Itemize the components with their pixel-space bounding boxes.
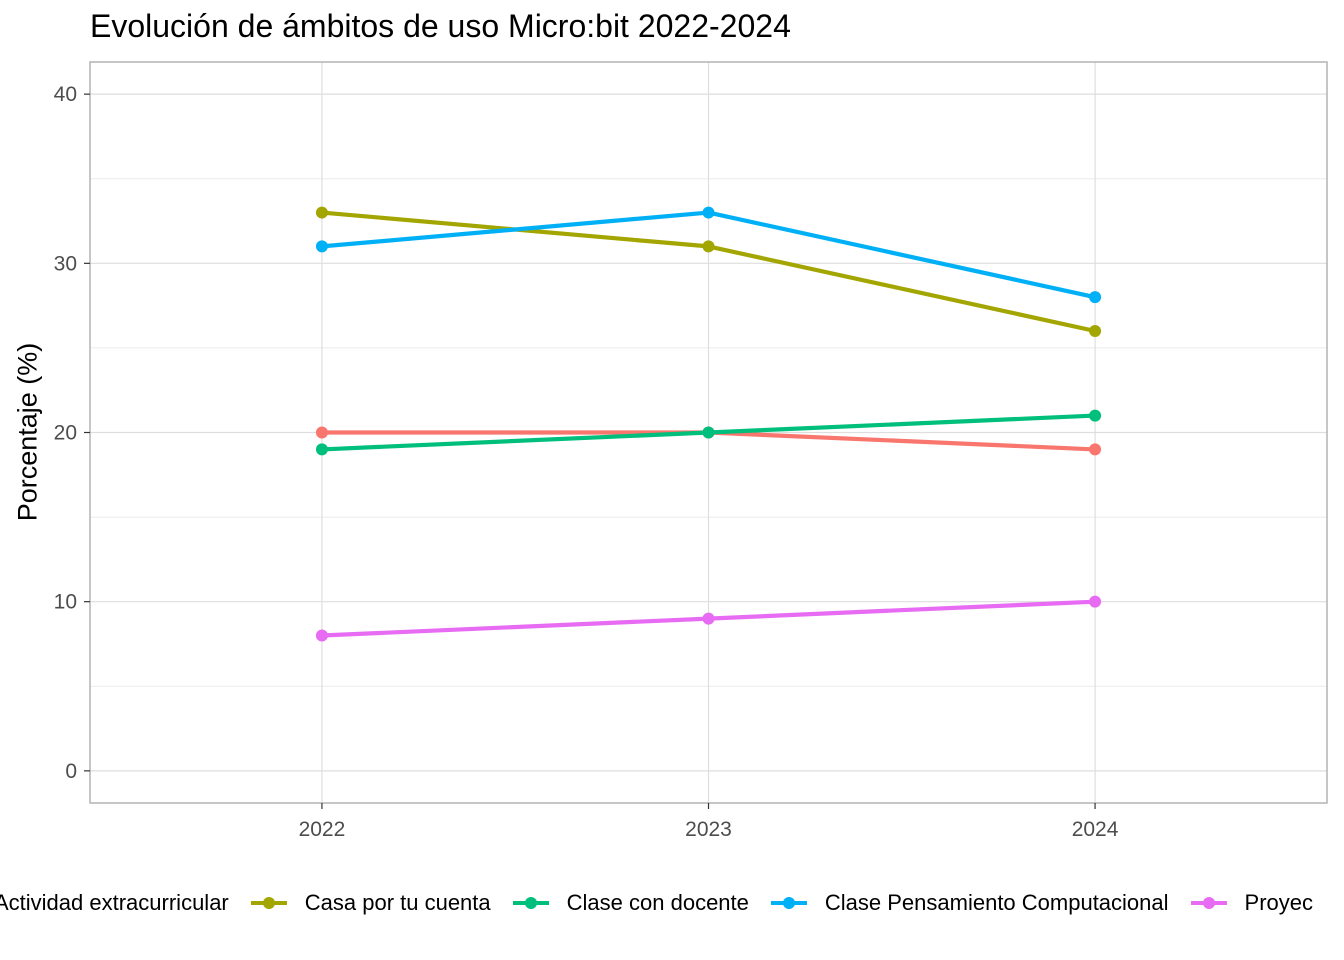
y-tick-label: 10 [54,591,77,614]
data-point [1089,595,1102,608]
y-ticks: 0 10 20 30 40 [54,83,90,783]
legend-label: Actividad extracurricular [0,890,229,915]
legend-label: Proyec [1244,890,1314,915]
legend-label: Casa por tu cuenta [304,890,491,915]
data-point [702,240,715,253]
chart-title: Evolución de ámbitos de uso Micro:bit 20… [90,8,791,44]
x-tick-label: 2022 [299,818,346,841]
data-point [1089,443,1102,456]
legend-item: Proyec [1190,890,1314,916]
series-points [315,206,1102,642]
data-point [315,443,328,456]
legend-item: Clase Pensamiento Computacional [770,890,1169,916]
legend-item: Casa por tu cuenta [250,890,491,916]
legend-label: Clase Pensamiento Computacional [824,890,1169,915]
data-point [315,206,328,219]
data-point [1089,324,1102,337]
y-axis-label: Porcentaje (%) [12,342,43,522]
data-point [315,240,328,253]
legend-item: Actividad extracurricular [0,890,229,916]
y-tick-label: 20 [54,422,77,445]
data-point [702,426,715,439]
y-tick-label: 30 [54,252,77,275]
legend-key [770,896,807,910]
y-tick-label: 0 [65,760,77,783]
data-point [702,206,715,219]
legend-label: Clase con docente [566,890,749,915]
y-tick-label: 40 [54,83,77,106]
x-tick-label: 2024 [1072,818,1119,841]
data-point [315,426,328,439]
legend-key [250,896,287,910]
data-point [702,612,715,625]
x-tick-label: 2023 [685,818,732,841]
data-point [315,629,328,642]
data-point [1089,291,1102,304]
legend-key [1190,896,1227,910]
x-ticks: 2022 2023 2024 [299,803,1119,841]
data-point [1089,409,1102,422]
legend-item: Clase con docente [512,890,749,916]
chart-plot: 0 10 20 30 40 2022 2023 2024 [54,61,1328,841]
legend: Actividad extracurricular Casa por tu cue… [0,890,1344,930]
legend-key [512,896,549,910]
